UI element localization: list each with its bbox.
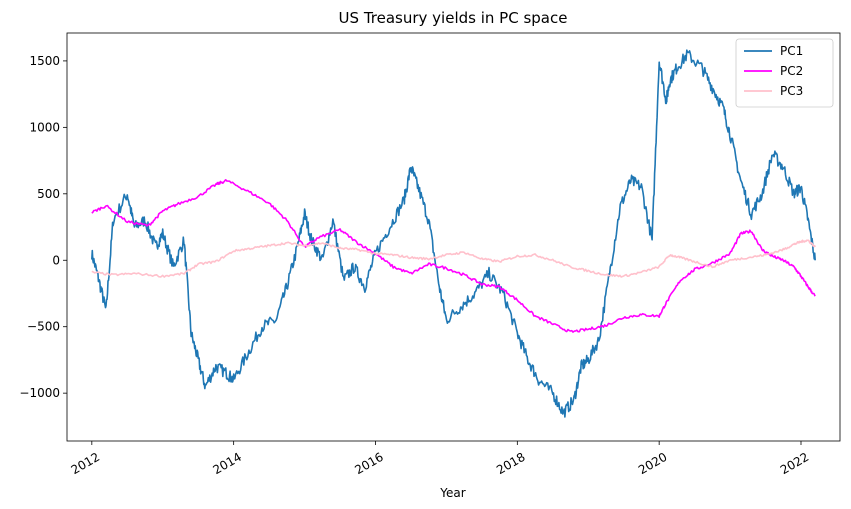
y-tick-label: 500: [37, 187, 60, 201]
series-group: [91, 49, 816, 418]
legend-label-pc2: PC2: [780, 64, 803, 78]
y-tick-label: −500: [27, 320, 60, 334]
series-line-pc2: [91, 179, 816, 333]
y-tick-label: 1000: [29, 120, 60, 134]
y-tick-label: −1000: [19, 386, 60, 400]
legend-box: [735, 38, 834, 108]
legend-label-pc1: PC1: [780, 44, 803, 58]
y-axis: −1000 −500 0 500 1000 1500: [19, 54, 67, 400]
legend-label-pc3: PC3: [780, 84, 803, 98]
legend: PC1 PC2 PC3: [735, 38, 834, 108]
y-tick-label: 1500: [29, 54, 60, 68]
plot-frame: [66, 32, 841, 442]
y-tick-label: 0: [52, 253, 60, 267]
series-line-pc1: [91, 49, 816, 418]
series-line-pc3: [91, 239, 816, 278]
chart-title: US Treasury yields in PC space: [339, 9, 568, 27]
x-axis-label: Year: [439, 486, 465, 500]
